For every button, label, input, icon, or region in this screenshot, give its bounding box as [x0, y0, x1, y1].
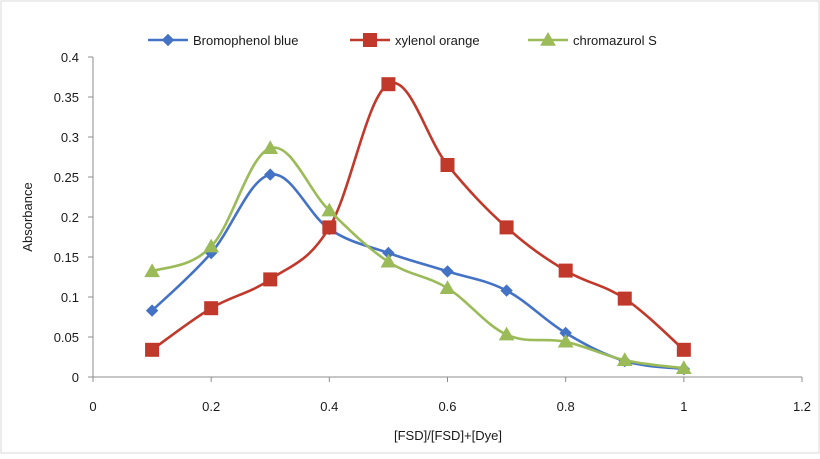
y-tick-label: 0.25: [54, 170, 79, 185]
data-point-bromophenol-blue: [441, 265, 454, 278]
data-point-xylenol-orange: [440, 158, 455, 172]
x-tick-label: 1.2: [793, 399, 811, 414]
x-tick-label: 1: [680, 399, 687, 414]
data-point-xylenol-orange: [145, 342, 160, 357]
data-point-bromophenol-blue: [500, 284, 513, 297]
series-line-xylenol-orange: [151, 81, 685, 351]
y-tick-label: 0.05: [54, 330, 79, 345]
data-point-chromazurol-s: [380, 253, 397, 268]
data-point-chromazurol-s: [262, 140, 279, 154]
x-tick-label: 0.4: [320, 399, 338, 414]
data-point-xylenol-orange: [263, 272, 278, 287]
legend-label-chromazurol-s: chromazurol S: [573, 33, 657, 48]
data-point-chromazurol-s: [557, 333, 574, 348]
data-point-xylenol-orange: [617, 291, 632, 306]
y-tick-label: 0.1: [61, 290, 79, 305]
data-point-xylenol-orange: [499, 220, 514, 235]
data-point-chromazurol-s: [675, 360, 692, 374]
y-tick-label: 0.2: [61, 210, 79, 225]
data-point-bromophenol-blue: [264, 168, 277, 181]
data-point-chromazurol-s: [616, 352, 633, 366]
legend-marker-bromophenol-blue: [161, 33, 175, 47]
y-tick-label: 0.15: [54, 250, 79, 265]
data-point-xylenol-orange: [676, 342, 691, 357]
series-chromazurol-s: [144, 140, 692, 374]
data-point-chromazurol-s: [498, 326, 515, 341]
series-line-bromophenol-blue: [151, 173, 685, 371]
x-tick-label: 0: [89, 399, 96, 414]
legend-marker-chromazurol-s: [540, 31, 556, 46]
data-point-xylenol-orange: [381, 77, 396, 92]
axes: 0 0.05 0.1 0.15 0.2 0.25 0.3 0.35 0.4 0 0.2 0.4 0.6 0…: [54, 50, 811, 414]
y-tick-label: 0: [72, 370, 79, 385]
legend: Bromophenol blue xylenol orange chromazuro…: [148, 31, 657, 48]
data-point-xylenol-orange: [322, 220, 337, 235]
data-point-xylenol-orange: [558, 263, 573, 278]
y-axis-title: Absorbance: [20, 182, 35, 251]
data-point-chromazurol-s: [203, 238, 220, 253]
data-point-chromazurol-s: [144, 263, 160, 278]
series-xylenol-orange: [145, 77, 691, 357]
data-point-bromophenol-blue: [145, 304, 159, 317]
series-layer: [144, 77, 692, 376]
legend-item-bromophenol-blue: Bromophenol blue: [148, 33, 299, 48]
legend-label-bromophenol-blue: Bromophenol blue: [193, 33, 299, 48]
x-tick-label: 0.6: [438, 399, 456, 414]
y-tick-label: 0.3: [61, 130, 79, 145]
x-tick-label: 0.8: [557, 399, 575, 414]
data-point-xylenol-orange: [204, 301, 219, 316]
legend-item-chromazurol-s: chromazurol S: [528, 31, 657, 48]
legend-item-xylenol-orange: xylenol orange: [350, 33, 480, 48]
x-tick-label: 0.2: [202, 399, 220, 414]
legend-label-xylenol-orange: xylenol orange: [395, 33, 480, 48]
x-axis-title: [FSD]/[FSD]+[Dye]: [394, 428, 502, 443]
data-point-chromazurol-s: [439, 280, 456, 294]
y-tick-label: 0.4: [61, 50, 79, 65]
data-point-chromazurol-s: [321, 202, 338, 217]
y-tick-label: 0.35: [54, 90, 79, 105]
legend-marker-xylenol-orange: [363, 33, 377, 47]
